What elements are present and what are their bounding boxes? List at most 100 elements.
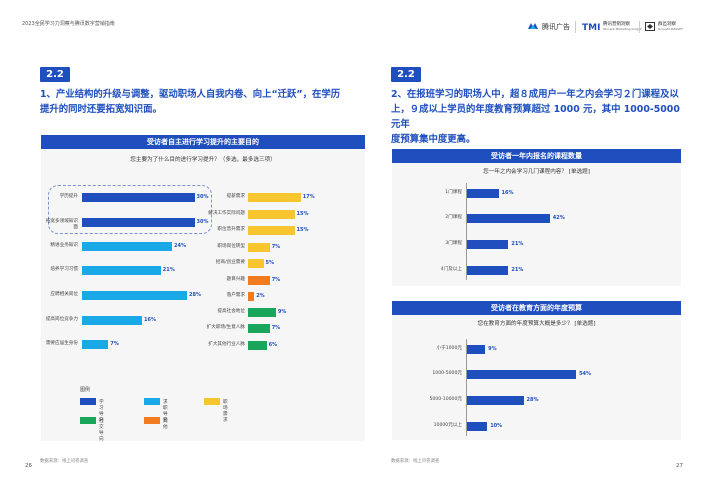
legend-label: 社交导向 xyxy=(99,419,104,442)
data-label: 9% xyxy=(488,346,497,352)
col1-bar xyxy=(82,316,142,325)
col2-bar xyxy=(248,259,264,268)
col1-value: 28% xyxy=(189,292,201,298)
col2-bar xyxy=(248,226,295,235)
legend-label: 学习导向 xyxy=(99,400,104,423)
chart-bar xyxy=(467,421,488,431)
col1-bar xyxy=(82,291,187,300)
legend-title: 图例 xyxy=(80,387,91,393)
data-label: 28% xyxy=(526,397,539,403)
col2-bar xyxy=(248,243,270,252)
tencent-ads-logo-text: 腾讯广告 xyxy=(542,23,570,31)
col1-label: 精进业务知识 xyxy=(50,243,78,248)
col2-value: 7% xyxy=(271,277,281,283)
col1-value: 24% xyxy=(174,243,186,249)
col2-label: 招商/创业需要 xyxy=(215,260,245,265)
right-section-badge: 2.2 xyxy=(391,67,421,82)
chart-bar xyxy=(467,344,486,354)
col1-value: 21% xyxy=(162,267,175,273)
col1-value: 16% xyxy=(144,317,156,323)
col2-bar xyxy=(248,292,255,301)
groupm-logo: 群邑洞察 GroupM INSIGHT xyxy=(645,20,683,34)
course-count-panel: 受访者一年内报名的课程数量 您一年之内会学习几门课程内容？ [单选题] xyxy=(392,149,681,286)
course-count-question: 您一年之内会学习几门课程内容？ [单选题] xyxy=(483,169,590,175)
col1-label: 拓宽多领域知识面 xyxy=(45,219,78,230)
right-source: 数据来源：线上问卷调查 xyxy=(391,459,440,464)
chart-bar xyxy=(467,369,577,379)
col2-bar xyxy=(248,324,270,333)
category-label: 小于1000元 xyxy=(436,346,462,351)
legend-label: 其他 xyxy=(163,419,168,430)
left-source: 数据来源：线上问卷调查 xyxy=(40,459,89,464)
chart-bar xyxy=(467,395,524,405)
col2-value: 15% xyxy=(296,227,309,233)
tencent-ads-logo: 腾讯广告 xyxy=(527,20,570,34)
col1-bar xyxy=(82,242,172,251)
col2-bar xyxy=(248,193,301,202)
col2-value: 6% xyxy=(268,342,278,348)
groupm-icon xyxy=(645,21,655,33)
left-page-number: 26 xyxy=(25,463,32,469)
col1-label: 学历提升 xyxy=(59,194,78,199)
left-panel-title: 受访者自主进行学习提升的主要目的 xyxy=(41,135,365,149)
right-heading-line-2: 上，９成以上学员的年度教育预算超过 1000 元，其中 1000-5000 元年 xyxy=(391,104,680,130)
tmi-logo-text: 腾讯营销洞察 xyxy=(603,22,630,27)
chart-bar xyxy=(467,188,499,198)
col2-label: 解决工作实际问题 xyxy=(208,211,245,216)
axis-line xyxy=(466,339,467,436)
left-heading-line-1: 1、产业结构的升级与调整，驱动职场人自我内卷、向上“迁跃”，在学历 xyxy=(40,89,341,100)
data-label: 21% xyxy=(511,241,524,247)
legend-swatch xyxy=(144,398,160,405)
left-chart-panel: 受访者自主进行学习提升的主要目的 您主要为了什么目的进行学习提升？（多选，最多选… xyxy=(41,135,365,441)
chart-bar xyxy=(467,213,550,223)
col2-bar xyxy=(248,308,276,317)
tmi-icon: TMI xyxy=(582,21,600,33)
category-label: 5000-10000元 xyxy=(429,397,462,402)
data-label: 54% xyxy=(579,371,592,377)
col2-label: 提薪需求 xyxy=(226,194,245,199)
col1-bar xyxy=(82,266,161,275)
col1-bar xyxy=(82,193,195,202)
col2-label: 提高社会地位 xyxy=(217,309,245,314)
data-label: 10% xyxy=(490,423,503,429)
svg-text:TMI: TMI xyxy=(582,23,600,31)
legend-label: 职场需求 xyxy=(223,400,228,423)
col2-value: 2% xyxy=(256,293,265,299)
legend-label: 求职导向 xyxy=(163,400,168,423)
col1-bar xyxy=(82,218,195,227)
legend-swatch xyxy=(204,398,220,405)
right-page-number: 27 xyxy=(676,463,683,469)
data-label: 42% xyxy=(552,215,565,221)
col2-bar xyxy=(248,341,267,350)
category-label: 3门课程 xyxy=(445,241,462,246)
groupm-logo-subtext: GroupM INSIGHT xyxy=(658,27,684,31)
col2-label: 职场岗位转型 xyxy=(217,244,245,249)
left-heading: 1、产业结构的升级与调整，驱动职场人自我内卷、向上“迁跃”，在学历 提升的同时还… xyxy=(40,87,365,117)
category-label: 1门课程 xyxy=(445,190,462,195)
category-label: 1000-5000元 xyxy=(432,371,462,376)
chart-bar xyxy=(467,239,509,249)
right-heading-line-1: 2、在报班学习的职场人中，超８成用户一年之内会学习２门课程及以 xyxy=(391,89,679,100)
axis-line xyxy=(466,183,467,280)
legend-swatch xyxy=(80,398,96,405)
col1-value: 7% xyxy=(110,341,119,347)
col2-label: 扩大其他行业人脉 xyxy=(208,342,245,347)
category-label: 2门课程 xyxy=(445,215,462,220)
col1-bar xyxy=(82,340,109,349)
col2-label: 落户需求 xyxy=(226,293,245,298)
col2-bar xyxy=(248,210,295,219)
category-label: 4门及以上 xyxy=(440,267,462,272)
col1-label: 应聘相关岗位 xyxy=(50,292,78,297)
col2-value: 17% xyxy=(302,194,315,200)
col1-value: 30% xyxy=(196,194,209,200)
col2-label: 扩大职场/生意人脉 xyxy=(206,325,245,330)
data-label: 16% xyxy=(501,190,514,196)
tmi-logo: TMI 腾讯营销洞察 Tencent Marketing Insight xyxy=(582,20,642,34)
col2-value: 15% xyxy=(296,211,309,217)
tmi-logo-subtext: Tencent Marketing Insight xyxy=(603,27,642,31)
col2-value: 7% xyxy=(271,325,281,331)
groupm-logo-text: 群邑洞察 xyxy=(658,22,676,27)
left-section-badge: 2.2 xyxy=(40,67,70,82)
highlight-box xyxy=(48,185,212,234)
col2-value: 5% xyxy=(265,260,275,266)
